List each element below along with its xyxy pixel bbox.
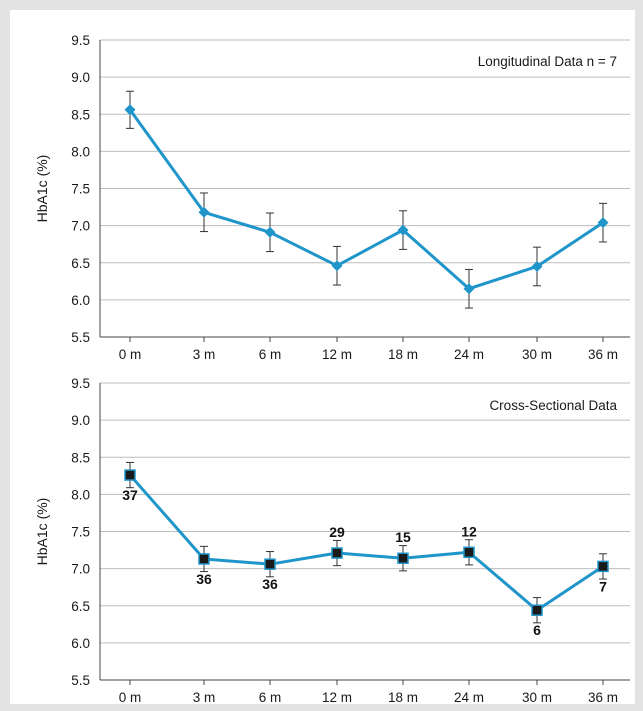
y-tick-label: 6.5: [71, 256, 90, 271]
y-tick-label: 9.5: [71, 376, 90, 391]
x-tick-label: 24 m: [454, 690, 484, 705]
x-tick-label: 30 m: [522, 690, 552, 705]
x-tick-label: 12 m: [322, 690, 352, 705]
data-point-square: [264, 558, 276, 570]
series-line: [128, 108, 604, 291]
sample-size-label: 12: [461, 523, 477, 539]
sample-size-label: 37: [122, 487, 138, 503]
data-point-diamond: [124, 104, 136, 116]
data-point-diamond: [531, 260, 543, 272]
data-point-square: [463, 546, 475, 559]
x-tick-label: 12 m: [322, 347, 352, 362]
sample-size-label: 36: [196, 571, 212, 587]
y-tick-label: 8.0: [71, 487, 90, 502]
data-point-diamond: [397, 224, 409, 236]
data-point-diamond: [198, 206, 210, 218]
y-tick-label: 8.5: [71, 107, 90, 122]
y-tick-label: 8.0: [71, 144, 90, 159]
y-tick-label: 7.5: [71, 182, 90, 197]
y-tick-label: 7.5: [71, 525, 90, 540]
sample-size-label: 36: [262, 576, 278, 592]
x-tick-label: 3 m: [193, 347, 216, 362]
x-tick-label: 18 m: [388, 690, 418, 705]
y-tick-label: 9.0: [71, 413, 90, 428]
y-tick-label: 6.0: [71, 293, 90, 308]
y-axis-label: HbA1c (%): [34, 155, 50, 223]
chart-cross-sectional: 5.5 6.0 6.5 7.0 7.5 8.0 8.5 9.0 9.5 0 m 3 m 6 m 12 m…: [34, 376, 630, 705]
y-tick-label: 7.0: [71, 562, 90, 577]
y-axis-label: HbA1c (%): [34, 498, 50, 566]
chart-title: Cross-Sectional Data: [489, 398, 617, 413]
x-tick-label: 6 m: [259, 690, 282, 705]
data-point-diamond: [331, 260, 343, 272]
x-tick-label: 36 m: [588, 690, 618, 705]
x-tick-label: 18 m: [388, 347, 418, 362]
chart-title: Longitudinal Data n = 7: [478, 54, 617, 69]
sample-size-label: 7: [599, 578, 607, 594]
data-point-square: [397, 552, 409, 564]
sample-size-label: 15: [395, 529, 411, 545]
x-tick-label: 36 m: [588, 347, 618, 362]
data-point-square: [597, 560, 609, 573]
data-point-diamond: [463, 283, 475, 295]
data-point-square: [124, 469, 136, 481]
y-tick-label: 7.0: [71, 219, 90, 234]
x-tick-label: 6 m: [259, 347, 282, 362]
y-tick-label: 9.0: [71, 70, 90, 85]
x-tick-label: 24 m: [454, 347, 484, 362]
y-tick-label: 6.0: [71, 636, 90, 651]
sample-size-label: 6: [533, 622, 541, 638]
x-tick-label: 3 m: [193, 690, 216, 705]
y-tick-label: 9.5: [71, 33, 90, 48]
sample-size-label: 29: [329, 524, 345, 540]
data-point-square: [531, 604, 543, 616]
data-point-square: [198, 553, 210, 565]
x-tick-label: 0 m: [119, 690, 142, 705]
data-point-square: [331, 547, 343, 559]
y-tick-label: 6.5: [71, 599, 90, 614]
series-line: [128, 474, 604, 612]
x-tick-label: 0 m: [119, 347, 142, 362]
y-tick-label: 5.5: [71, 330, 90, 345]
figure-panel: [10, 10, 635, 704]
y-tick-label: 8.5: [71, 450, 90, 465]
data-point-diamond: [597, 217, 609, 229]
y-tick-label: 5.5: [71, 673, 90, 688]
x-tick-label: 30 m: [522, 347, 552, 362]
chart-longitudinal: 5.5 6.0 6.5 7.0 7.5 8.0 8.5 9.0 9.5 0 m 3 m 6 m 12 m…: [34, 33, 630, 362]
data-point-diamond: [264, 226, 276, 238]
